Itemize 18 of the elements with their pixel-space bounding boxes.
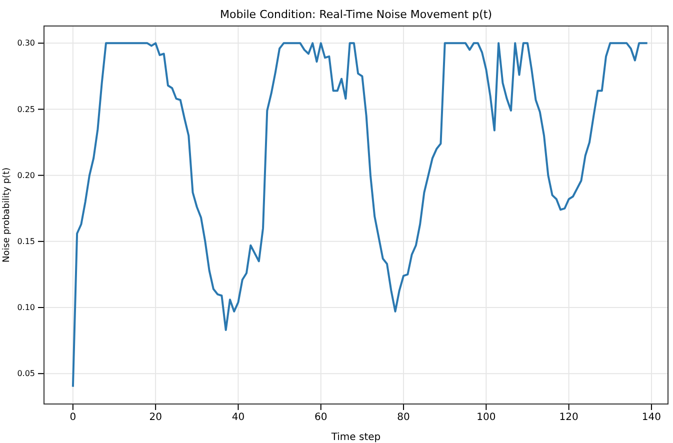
x-tick-label: 140: [642, 412, 662, 424]
x-tick-label: 120: [559, 412, 578, 424]
y-tick-label: 0.05: [17, 369, 35, 378]
x-tick-label: 60: [314, 412, 328, 424]
y-tick-label: 0.30: [17, 38, 35, 48]
x-tick-label: 100: [476, 412, 496, 424]
y-tick-label: 0.15: [17, 236, 35, 246]
y-axis-title: Noise probability p(t): [2, 168, 12, 262]
line-series: [72, 42, 648, 388]
x-axis-title: Time step: [330, 432, 381, 443]
chart-title: Mobile Condition: Real-Time Noise Movement p(t): [220, 8, 492, 21]
y-tick-label: 0.25: [17, 104, 35, 114]
y-tick-label: 0.20: [17, 170, 35, 180]
x-tick-label: 80: [397, 412, 410, 424]
x-tick-label: 40: [232, 412, 245, 424]
x-tick-label: 0: [70, 412, 76, 424]
x-tick-label: 20: [149, 412, 162, 424]
y-tick-label: 0.10: [17, 303, 35, 312]
